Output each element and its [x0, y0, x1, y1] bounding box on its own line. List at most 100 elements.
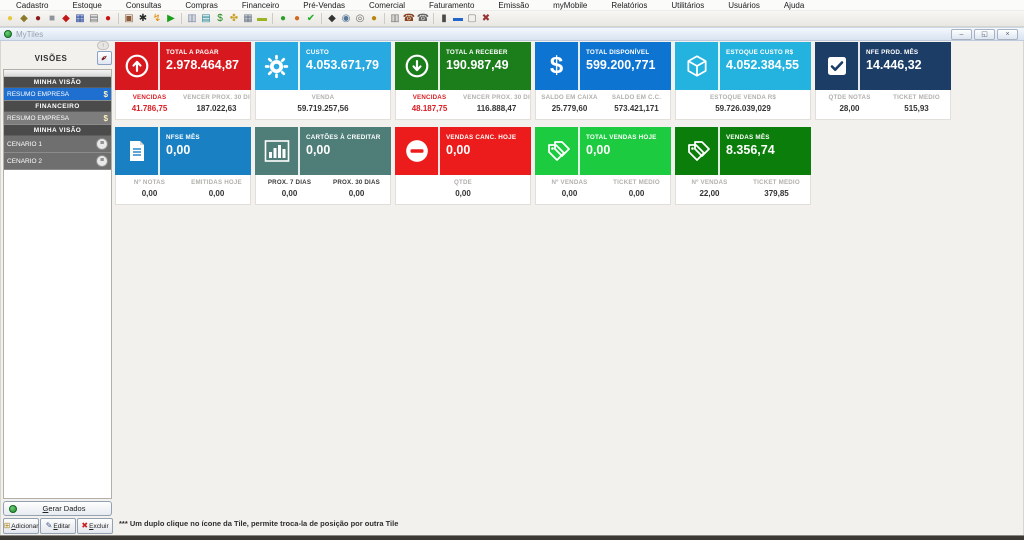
phone-support-icon[interactable]: ☎ — [402, 13, 416, 24]
footer-label: VENCIDAS — [412, 94, 447, 101]
footer-label: TICKET MÉDIO — [613, 179, 660, 186]
tile-label: NFE PROD. MÊS — [866, 49, 919, 56]
tile-label: TOTAL VENDAS HOJE — [586, 134, 657, 141]
gear-icon[interactable] — [255, 42, 300, 90]
document-icon[interactable] — [115, 127, 160, 175]
map-pin-icon[interactable]: ◆ — [62, 13, 70, 24]
tile-footer-col: ESTOQUE VENDA R$ 59.726.039,029 — [676, 94, 810, 119]
tools-icon[interactable]: ✖ — [481, 13, 491, 24]
menu-pre-vendas[interactable]: Pré-Vendas — [303, 0, 346, 10]
menu-financeiro[interactable]: Financeiro — [241, 0, 280, 10]
bird-icon[interactable]: ◆ — [328, 13, 336, 24]
footer-label: Nº NOTAS — [133, 179, 166, 186]
tile-footer-col: SALDO EM C.C. 573.421,171 — [603, 94, 670, 119]
footer-label: PROX. 7 DIAS — [267, 179, 312, 186]
footer-value: 48.187,75 — [411, 104, 448, 113]
banknote-icon[interactable]: ▬ — [257, 13, 267, 24]
key-icon[interactable]: ◆ — [20, 13, 28, 24]
menu-consultas[interactable]: Consultas — [125, 0, 162, 10]
arrow-up-circle-icon[interactable] — [115, 42, 160, 90]
tile-total-vendas-hoje: TOTAL VENDAS HOJE 0,00 Nº VENDAS 0,00 TICKET… — [535, 127, 671, 205]
restore-button[interactable]: ◱ — [974, 28, 995, 40]
dollar-icon[interactable]: $ — [535, 42, 580, 90]
menu-relatorios[interactable]: Relatórios — [611, 0, 648, 10]
minus-circle-icon[interactable] — [395, 127, 440, 175]
mdi-title-bar: MyTiles – ◱ × — [0, 27, 1024, 41]
cube-icon[interactable] — [675, 42, 720, 90]
play-icon[interactable]: ▶ — [167, 13, 175, 24]
document-edit-icon[interactable]: ▤ — [89, 13, 99, 24]
user-green-icon[interactable]: ● — [279, 13, 287, 24]
menu-comercial[interactable]: Comercial — [369, 0, 406, 10]
footer-label: EMITIDAS HOJE — [191, 179, 242, 186]
tile-nfe-prod-mes: NFE PROD. MÊS 14.446,32 QTDE NOTAS 28,00 TIC… — [815, 42, 951, 120]
tile-total-a-receber: TOTAL A RECEBER 190.987,49 VENCIDAS 48.187,… — [395, 42, 531, 120]
tiles-row-1: TOTAL A PAGAR 2.978.464,87 VENCIDAS 41.786,… — [115, 42, 951, 120]
footer-value: 25.779,60 — [551, 104, 588, 113]
dollar-coin-icon[interactable]: $ — [217, 13, 223, 24]
minimize-button[interactable]: – — [951, 28, 972, 40]
tile-footer: VENDA 59.719.257,56 — [255, 90, 391, 120]
gear-star-icon[interactable]: ✱ — [138, 13, 148, 24]
view-item-cenario-1[interactable]: CENARIO 1 ≡ — [4, 136, 111, 153]
menu-usuarios[interactable]: Usuários — [728, 0, 760, 10]
tile-value: 0,00 — [306, 143, 331, 157]
check-icon[interactable]: ✔ — [306, 13, 316, 24]
hands-icon[interactable]: ✤ — [229, 13, 239, 24]
menu-emissao[interactable]: Emissão — [498, 0, 530, 10]
user-icon[interactable]: ● — [34, 13, 42, 24]
panel-title: VISÕES — [34, 54, 68, 63]
delete-button[interactable]: ✖ Excluir — [77, 518, 113, 534]
collapse-panel-button[interactable]: ↑ — [97, 41, 109, 50]
monitor-icon[interactable]: ▥ — [187, 13, 197, 24]
books-icon[interactable]: ▮ — [441, 13, 447, 24]
building-icon[interactable]: ■ — [48, 13, 56, 24]
edit-button[interactable]: ✎ Editar — [40, 518, 76, 534]
coins-icon[interactable]: ● — [370, 13, 378, 24]
view-item-resumo-empresa[interactable]: RESUMO EMPRESA $ — [4, 88, 111, 101]
view-item-resumo-empresa[interactable]: RESUMO EMPRESA $ — [4, 112, 111, 125]
doc-icon[interactable]: ▢ — [467, 13, 477, 24]
pin-view-button[interactable]: ✒ — [97, 51, 112, 65]
tile-footer-col: Nº NOTAS 0,00 — [116, 179, 183, 204]
record-icon[interactable]: ● — [104, 13, 112, 24]
user-orange-icon[interactable]: ● — [293, 13, 301, 24]
add-button[interactable]: ⊞ Adicionar — [3, 518, 39, 534]
menu-estoque[interactable]: Estoque — [72, 0, 102, 10]
printer-icon[interactable]: ▥ — [390, 13, 400, 24]
tags-icon[interactable] — [535, 127, 580, 175]
check-square-icon[interactable] — [815, 42, 860, 90]
close-button[interactable]: × — [997, 28, 1018, 40]
footer-value: 0,00 — [561, 189, 578, 198]
tile-value: 4.053.671,79 — [306, 58, 379, 72]
menu-ajuda[interactable]: Ajuda — [783, 0, 805, 10]
dollar-icon: $ — [103, 89, 108, 99]
tile-label: VENDAS CANC. HOJE — [446, 134, 517, 141]
footer-value: 0,00 — [628, 189, 645, 198]
calculator-icon[interactable]: ▦ — [243, 13, 253, 24]
card-blue-icon[interactable]: ▬ — [453, 13, 463, 24]
tile-total-a-pagar: TOTAL A PAGAR 2.978.464,87 VENCIDAS 41.786,… — [115, 42, 251, 120]
menu-cadastro[interactable]: Cadastro — [16, 0, 49, 10]
arrow-down-circle-icon[interactable] — [395, 42, 440, 90]
screen-icon[interactable]: ▤ — [201, 13, 211, 24]
footer-label: Nº VENDAS — [551, 179, 588, 186]
bar-chart-icon[interactable] — [255, 127, 300, 175]
footer-label: SALDO EM CAIXA — [541, 94, 598, 101]
menu-utilitarios[interactable]: Utilitários — [671, 0, 705, 10]
generate-data-button[interactable]: Gerar Dados — [3, 501, 112, 516]
grid-map-icon[interactable]: ▦ — [75, 13, 85, 24]
tags-icon[interactable] — [675, 127, 720, 175]
lamp-icon[interactable]: ● — [6, 13, 14, 24]
views-list: MINHA VISÃO RESUMO EMPRESA $ FINANCEIRO RESU… — [3, 69, 112, 499]
bolt-icon[interactable]: ↯ — [152, 13, 162, 24]
menu-compras[interactable]: Compras — [185, 0, 218, 10]
tile-footer-col: TICKET MÉDIO 515,93 — [883, 94, 950, 119]
globe-gray-icon[interactable]: ◉ — [341, 13, 351, 24]
phone-support2-icon[interactable]: ☎ — [416, 13, 430, 24]
search-icon[interactable]: ◎ — [355, 13, 365, 24]
menu-mymobile[interactable]: myMobile — [553, 0, 588, 10]
menu-faturamento[interactable]: Faturamento — [429, 0, 475, 10]
view-item-cenario-2[interactable]: CENARIO 2 ≡ — [4, 153, 111, 170]
cart-icon[interactable]: ▣ — [124, 13, 134, 24]
